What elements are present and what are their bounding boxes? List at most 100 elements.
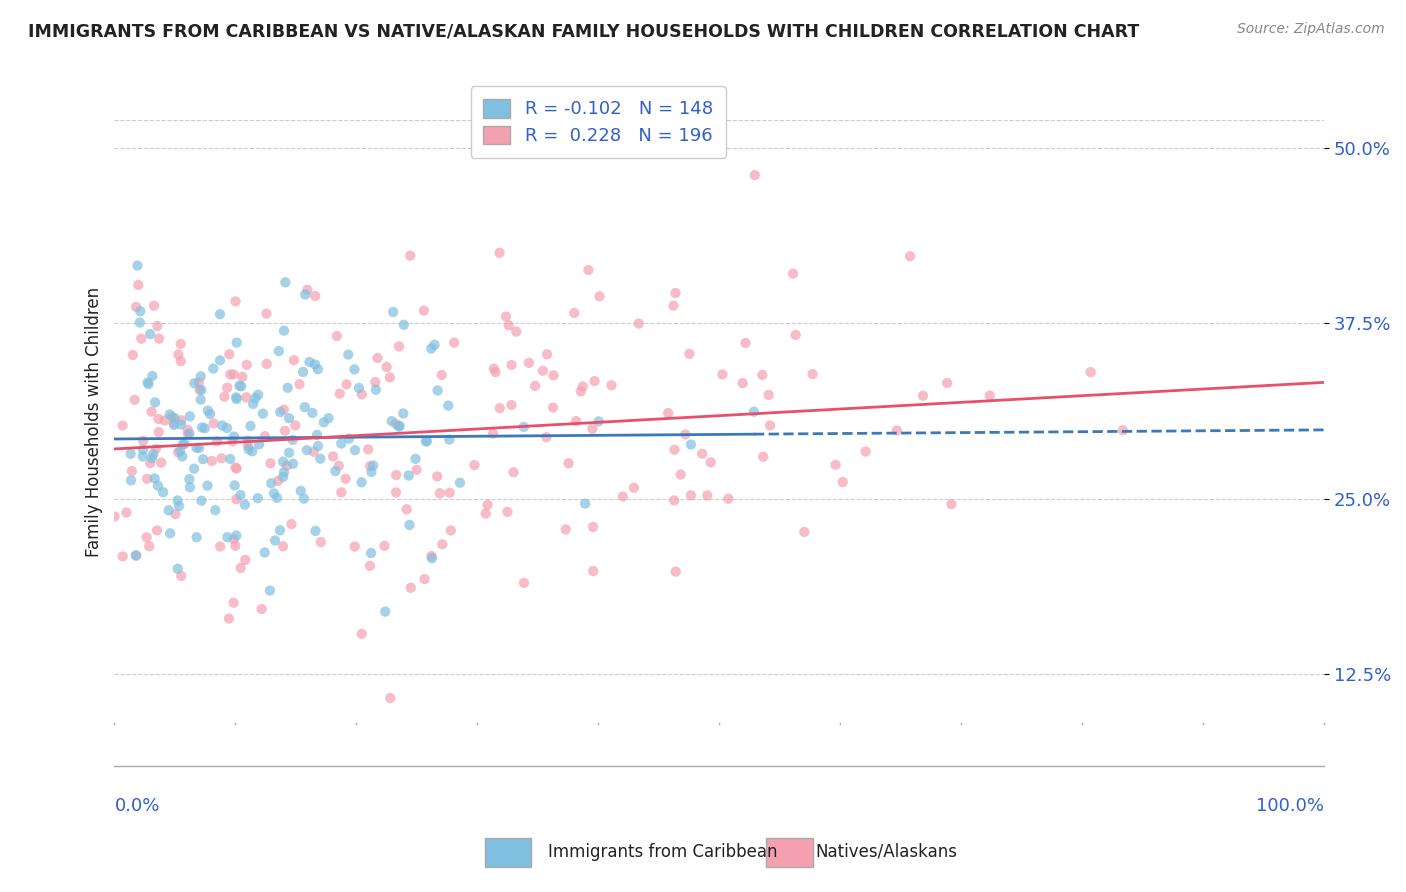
Point (911, 389, 934, 403)
Point (177, 427, 200, 442)
Point (623, 481, 645, 495)
Point (157, 503, 180, 517)
Point (229, 488, 252, 502)
Point (439, 433, 461, 447)
Point (166, 493, 188, 508)
Point (290, 483, 312, 498)
Point (141, 404, 163, 418)
Point (855, 444, 877, 458)
Point (211, 451, 233, 466)
Point (405, 463, 427, 477)
Point (143, 471, 166, 485)
Point (253, 429, 276, 443)
Point (731, 376, 754, 391)
Point (588, 414, 610, 428)
Point (824, 458, 846, 472)
Point (273, 324, 295, 338)
Point (399, 249, 422, 263)
Point (392, 407, 415, 421)
Point (236, 434, 259, 448)
Point (197, 403, 219, 417)
Point (309, 535, 332, 549)
Point (337, 432, 360, 446)
Point (125, 300, 148, 314)
Point (217, 530, 239, 544)
Point (281, 433, 304, 447)
Point (536, 430, 558, 444)
Point (242, 397, 264, 411)
Point (583, 374, 606, 388)
Point (153, 413, 176, 427)
Point (482, 426, 505, 441)
Point (260, 476, 283, 491)
Point (225, 392, 247, 406)
Point (350, 475, 373, 490)
Point (413, 572, 436, 586)
Point (344, 443, 367, 458)
Point (170, 337, 193, 351)
Point (744, 168, 766, 182)
Point (294, 400, 316, 414)
Point (477, 498, 499, 512)
Point (711, 368, 734, 382)
Point (392, 318, 415, 332)
Point (359, 558, 381, 573)
Point (139, 456, 162, 470)
Point (388, 418, 411, 433)
Point (297, 283, 319, 297)
Point (292, 491, 315, 506)
Point (163, 411, 186, 425)
Point (170, 413, 193, 427)
Point (271, 455, 294, 469)
Point (208, 353, 231, 368)
Point (222, 368, 245, 382)
Point (250, 602, 273, 616)
Point (120, 447, 142, 461)
Point (163, 417, 186, 431)
Point (246, 491, 269, 505)
Point (138, 377, 160, 392)
Point (292, 365, 315, 379)
Point (543, 368, 565, 383)
Point (562, 306, 585, 320)
Point (225, 528, 247, 542)
Point (700, 455, 723, 469)
Text: 0.0%: 0.0% (114, 797, 160, 814)
Point (132, 442, 155, 457)
Point (582, 520, 605, 534)
Point (136, 472, 159, 486)
Point (167, 499, 190, 513)
Point (793, 524, 815, 539)
Point (225, 460, 247, 475)
Point (222, 429, 245, 443)
Text: Immigrants from Caribbean: Immigrants from Caribbean (548, 843, 778, 861)
Point (426, 469, 449, 483)
Point (240, 444, 263, 458)
Point (360, 546, 382, 560)
Point (304, 289, 326, 303)
Point (236, 358, 259, 372)
Point (217, 381, 239, 395)
Point (259, 583, 281, 598)
Point (238, 442, 260, 457)
Point (347, 381, 370, 395)
Point (146, 319, 169, 334)
Point (253, 545, 276, 559)
Point (578, 263, 600, 277)
Point (325, 464, 347, 478)
Point (307, 362, 329, 376)
Point (146, 478, 169, 492)
Point (430, 368, 453, 382)
Point (252, 407, 274, 421)
Point (152, 485, 174, 500)
Point (420, 549, 443, 563)
Point (129, 332, 152, 346)
Point (388, 419, 411, 434)
Point (330, 436, 353, 450)
Point (582, 564, 605, 578)
Point (309, 451, 332, 466)
Point (600, 378, 623, 392)
Point (179, 409, 201, 424)
Point (565, 414, 588, 428)
Point (228, 379, 250, 393)
